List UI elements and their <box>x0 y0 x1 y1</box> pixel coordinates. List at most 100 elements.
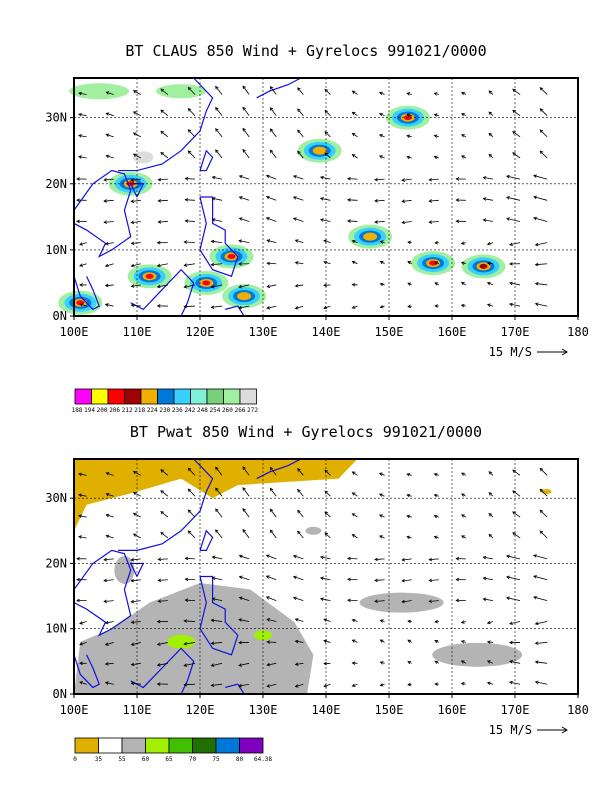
wind-arrow <box>293 217 304 222</box>
colorbar-swatch <box>239 737 264 754</box>
wind-arrowhead <box>406 92 411 96</box>
wind-arrow <box>488 132 494 138</box>
wind-arrowhead <box>76 556 80 561</box>
wind-arrowhead <box>460 261 465 265</box>
wind-arrowhead <box>401 199 406 203</box>
wind-arrow <box>133 153 141 159</box>
wind-arrowhead <box>211 597 216 601</box>
wind-arrow <box>539 530 548 539</box>
colorbar-label: 224 <box>147 407 158 414</box>
wind-arrowhead <box>78 514 82 518</box>
wind-arrowhead <box>379 683 384 687</box>
wind-arrowhead <box>401 220 406 225</box>
wind-arrow <box>487 304 494 307</box>
wind-arrowhead <box>461 134 465 138</box>
coastline-sulawesi <box>225 305 245 317</box>
wind-arrow <box>242 128 250 138</box>
wind-arrowhead <box>76 198 80 202</box>
wind-arrowhead <box>406 514 411 519</box>
wind-arrowhead <box>512 88 516 93</box>
wind-arrowhead <box>292 596 297 600</box>
colorbar-label: 272 <box>247 407 258 414</box>
cloud-feature-core <box>76 300 85 306</box>
wind-arrowhead <box>130 578 135 583</box>
wind-arrowhead <box>434 619 438 624</box>
wind-arrow <box>347 599 358 602</box>
wind-arrowhead <box>351 471 356 475</box>
wind-arrow <box>293 576 304 581</box>
x-tick-label: 100E <box>60 703 89 717</box>
wind-arrow <box>483 177 494 180</box>
wind-arrowhead <box>183 641 188 646</box>
wind-arrowhead <box>294 639 299 644</box>
wind-arrowhead <box>351 90 356 94</box>
wind-arrow <box>374 579 385 581</box>
wind-arrow <box>131 284 141 287</box>
wind-arrowhead <box>130 199 135 203</box>
wind-arrowhead <box>319 175 324 180</box>
wind-arrowhead <box>324 152 329 156</box>
wind-arrowhead <box>406 472 411 477</box>
wind-arrowhead <box>210 262 215 267</box>
wind-arrow <box>242 107 250 116</box>
wind-arrowhead <box>266 640 271 644</box>
wind-arrow <box>160 152 169 159</box>
wind-arrow <box>402 178 412 181</box>
wind-arrow <box>215 508 223 518</box>
wind-arrow <box>267 305 277 309</box>
wind-arrow <box>323 683 331 687</box>
colorbar-swatch <box>206 388 224 405</box>
wind-arrowhead <box>187 509 192 514</box>
wind-arrow <box>160 490 169 497</box>
wind-arrow <box>533 217 548 222</box>
wind-arrowhead <box>238 175 243 179</box>
wind-arrowhead <box>157 557 162 562</box>
wind-arrow <box>429 178 439 181</box>
wind-arrowhead <box>407 261 412 265</box>
wind-arrowhead <box>297 150 301 155</box>
moisture-region-moist <box>359 592 444 613</box>
wind-arrow <box>320 197 331 201</box>
wind-arrowhead <box>374 199 378 203</box>
colorbar: 0 35 55 60 65 70 75 80 64.38 <box>73 737 272 763</box>
wind-arrowhead <box>187 530 192 534</box>
wind-arrowhead <box>156 304 161 308</box>
wind-arrowhead <box>533 595 537 600</box>
wind-arrow <box>131 579 141 582</box>
cloud-feature-core <box>202 280 211 286</box>
wind-arrowhead <box>539 129 544 133</box>
wind-arrow <box>238 619 250 622</box>
wind-vectors <box>76 466 548 688</box>
wind-arrowhead <box>238 284 243 289</box>
coastline-indochina <box>73 169 132 258</box>
wind-arrowhead <box>156 682 161 686</box>
x-tick-label: 110E <box>123 703 152 717</box>
wind-arrow <box>238 683 250 687</box>
wind-arrowhead <box>347 577 351 582</box>
wind-arrow <box>104 199 114 202</box>
wind-arrowhead <box>323 239 328 243</box>
wind-arrowhead <box>157 220 162 224</box>
wind-arrowhead <box>539 108 544 112</box>
wind-arrowhead <box>292 217 297 221</box>
wind-arrowhead <box>347 598 351 603</box>
wind-arrowhead <box>407 282 412 286</box>
moisture-region-dry <box>74 459 358 531</box>
wind-arrowhead <box>351 618 356 623</box>
moisture-region-wet <box>167 634 196 649</box>
wind-arrowhead <box>105 472 110 476</box>
wind-arrowhead <box>351 305 356 309</box>
wind-arrowhead <box>433 155 438 160</box>
wind-arrow <box>512 88 521 95</box>
colorbar-swatch <box>168 737 193 754</box>
wind-arrowhead <box>183 619 188 623</box>
wind-arrowhead <box>486 303 491 307</box>
wind-arrow <box>158 221 168 223</box>
wind-arrow <box>131 682 141 685</box>
wind-arrow <box>539 108 548 116</box>
wind-arrowhead <box>539 488 544 493</box>
wind-arrowhead <box>238 596 243 600</box>
wind-arrow <box>188 108 196 116</box>
colorbar-label: 200 <box>97 407 108 414</box>
wind-arrow <box>483 198 494 201</box>
